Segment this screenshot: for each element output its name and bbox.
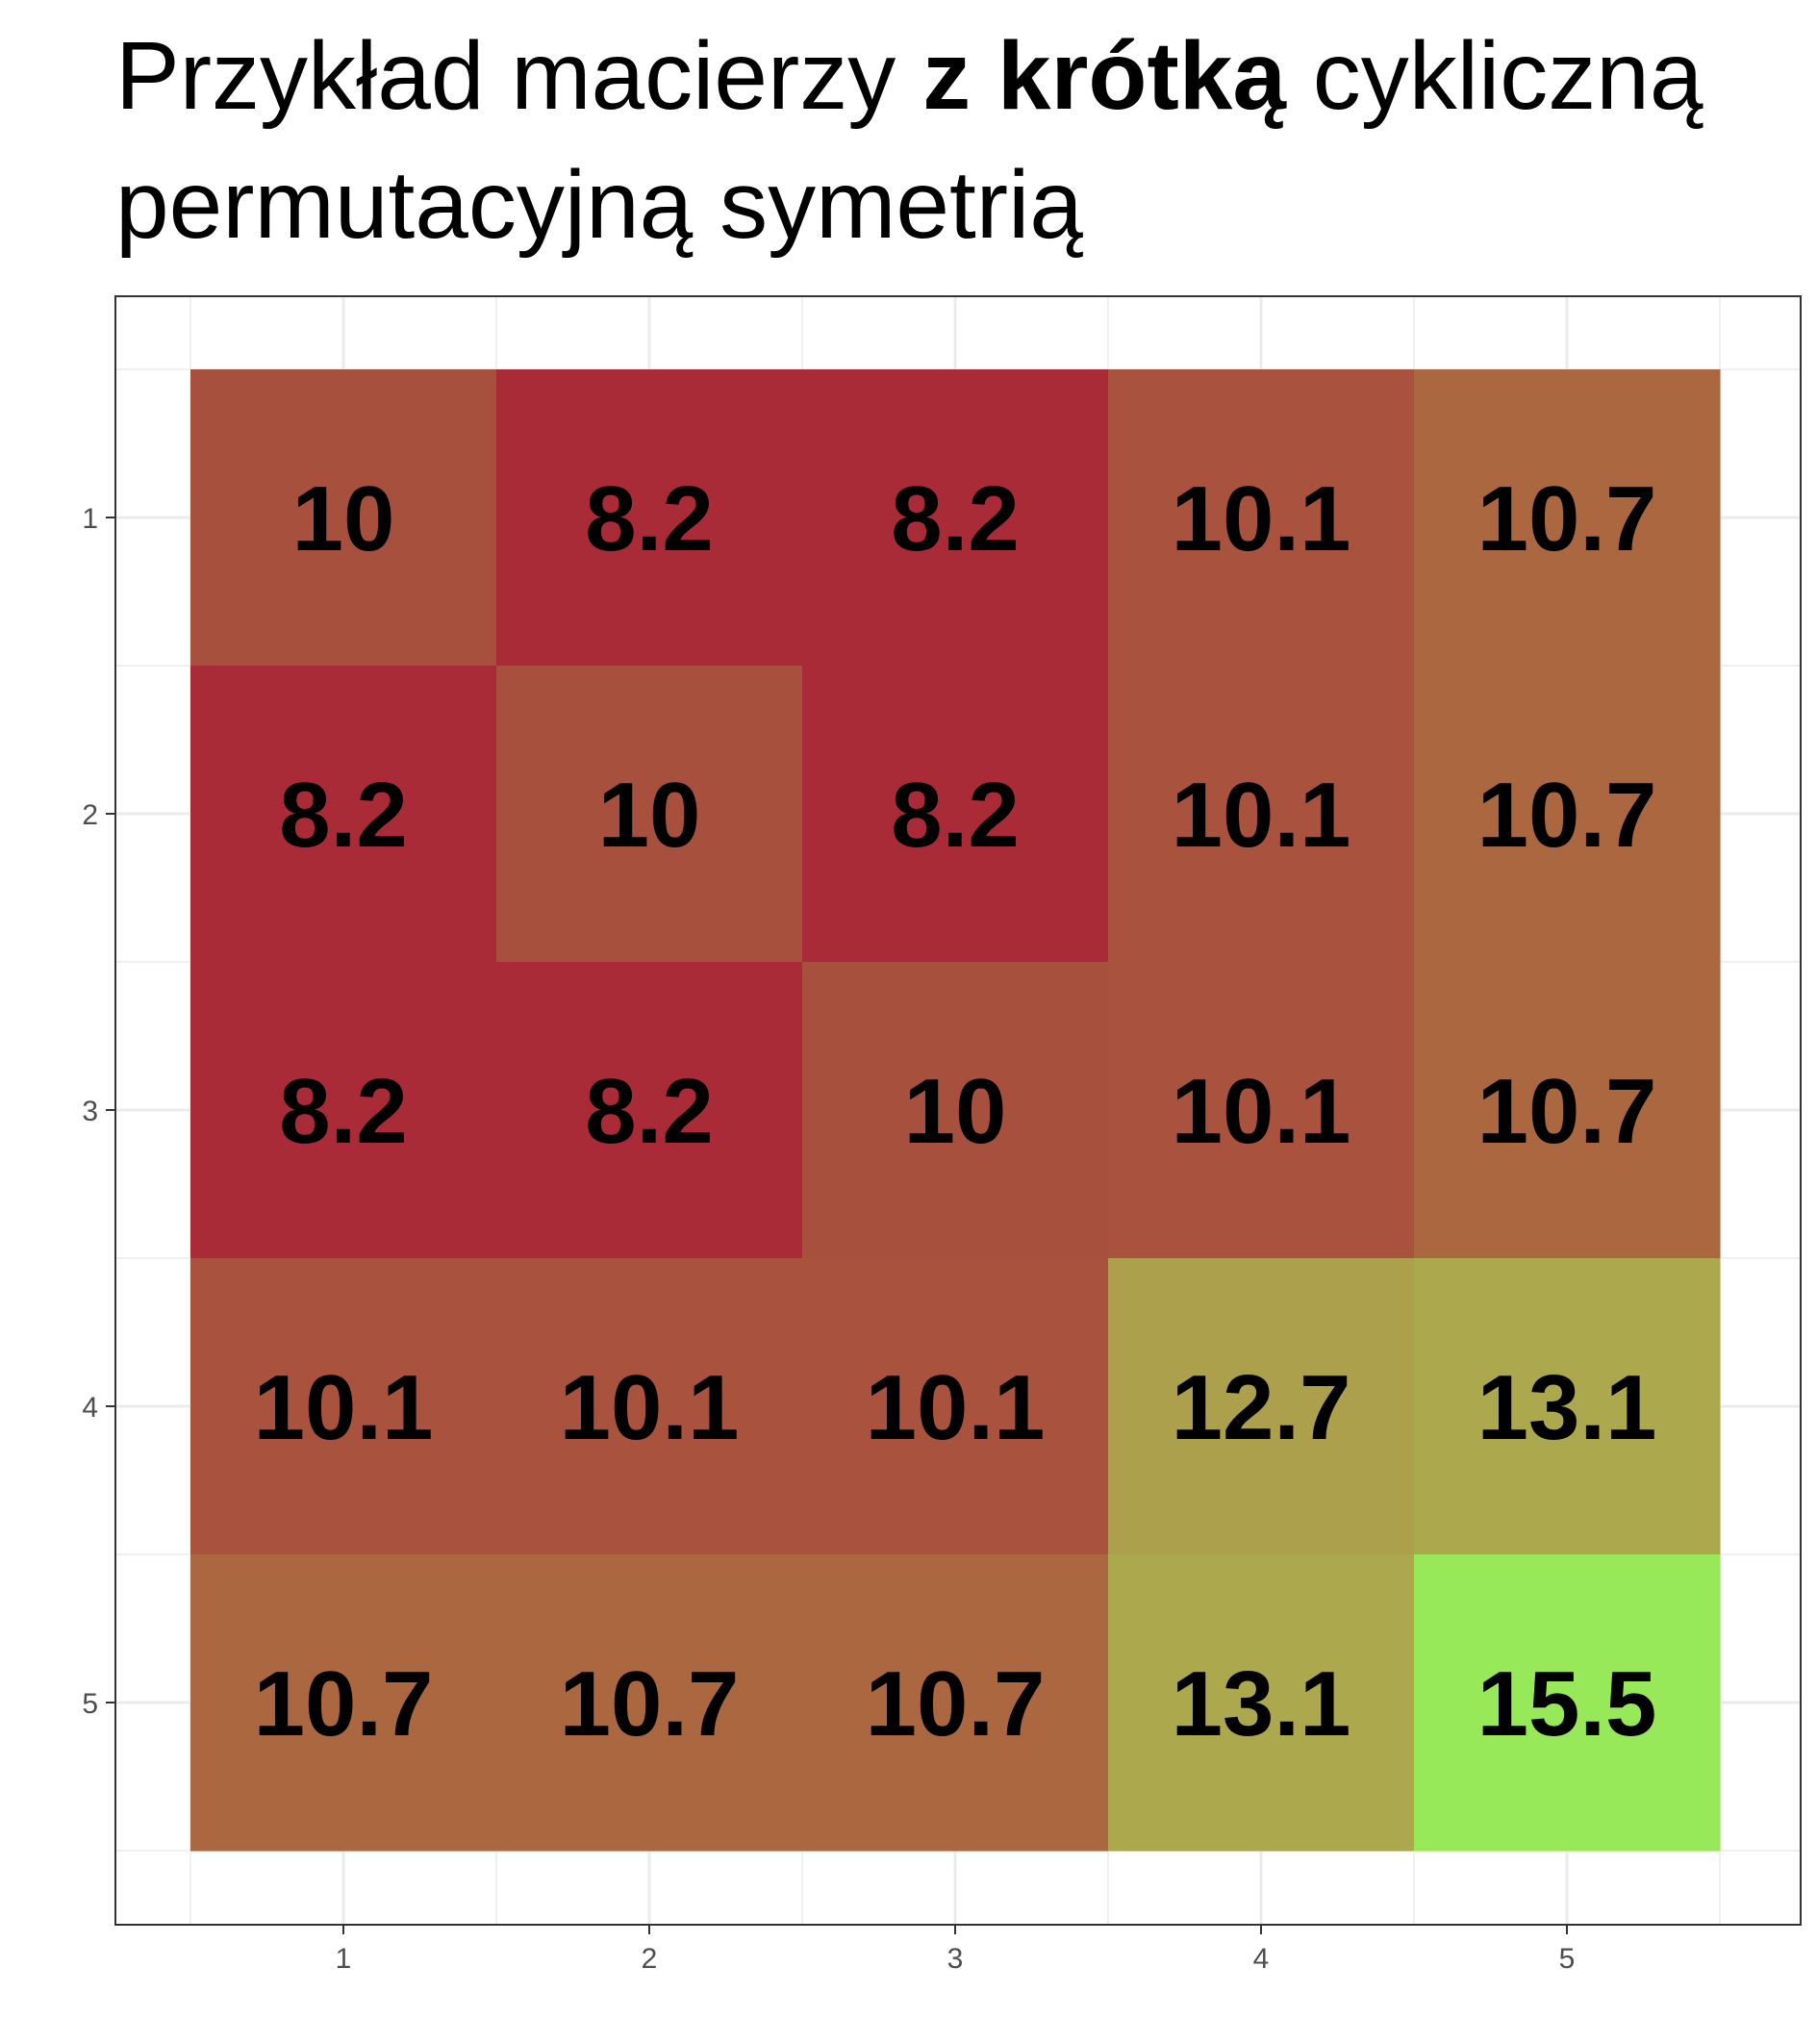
x-tick-label: 5 xyxy=(1559,1943,1576,1975)
heatmap-cell-r4-c5 xyxy=(1414,1258,1721,1555)
cell-label-r5-c4: 13.1 xyxy=(1172,1653,1351,1755)
y-axis: 1 2 3 4 5 xyxy=(82,503,115,1720)
cell-label-r3-c4: 10.1 xyxy=(1172,1060,1351,1163)
cell-label-r2-c5: 10.7 xyxy=(1477,764,1657,867)
y-tick-label: 1 xyxy=(82,503,98,535)
heatmap-cell-r5-c3 xyxy=(802,1554,1109,1852)
cell-label-r1-c3: 8.2 xyxy=(891,467,1019,570)
heatmap-cell-r3-c4 xyxy=(1108,962,1415,1259)
y-tick-label: 4 xyxy=(82,1392,98,1424)
cell-label-r3-c2: 8.2 xyxy=(585,1060,713,1163)
cell-label-r3-c5: 10.7 xyxy=(1477,1060,1657,1163)
chart-title-part-2: cykliczną permutacyjną symetrią xyxy=(115,22,1703,259)
chart-title-part-1: Przykład macierzy xyxy=(115,22,923,130)
cell-label-r4-c5: 13.1 xyxy=(1477,1356,1657,1459)
heatmap-cell-r4-c3 xyxy=(802,1258,1109,1555)
x-tick-label: 3 xyxy=(947,1943,964,1975)
heatmap-cell-r1-c2 xyxy=(496,369,803,667)
heatmap-cell-r3-c1 xyxy=(190,962,497,1259)
cell-label-r2-c1: 8.2 xyxy=(279,764,407,867)
cell-label-r5-c5: 15.5 xyxy=(1477,1653,1657,1755)
cell-label-r1-c2: 8.2 xyxy=(585,467,713,570)
cell-label-r4-c1: 10.1 xyxy=(254,1356,434,1459)
heatmap-cell-r3-c3 xyxy=(802,962,1109,1259)
heatmap-cell-r1-c5 xyxy=(1414,369,1721,667)
heatmap-cell-r2-c3 xyxy=(802,666,1109,963)
cell-label-r3-c3: 10 xyxy=(904,1060,1007,1163)
heatmap-cells xyxy=(190,369,1721,1852)
chart-title: Przykład macierzy z krótką cykliczną per… xyxy=(115,12,1808,269)
y-tick-label: 5 xyxy=(82,1688,98,1720)
cell-value-labels: 10 8.2 8.2 10.1 10.7 8.2 10 8.2 10.1 10.7 8.2 8.2 10… xyxy=(254,467,1657,1755)
cell-label-r3-c1: 8.2 xyxy=(279,1060,407,1163)
cell-label-r2-c2: 10 xyxy=(598,764,701,867)
cell-label-r2-c4: 10.1 xyxy=(1172,764,1351,867)
heatmap-cell-r3-c2 xyxy=(496,962,803,1259)
y-tick-label: 3 xyxy=(82,1096,98,1127)
cell-label-r4-c3: 10.1 xyxy=(866,1356,1046,1459)
cell-label-r1-c4: 10.1 xyxy=(1172,467,1351,570)
y-tick-label: 2 xyxy=(82,799,98,831)
heatmap-cell-r3-c5 xyxy=(1414,962,1721,1259)
heatmap-cell-r1-c1 xyxy=(190,369,497,667)
heatmap-cell-r2-c2 xyxy=(496,666,803,963)
heatmap-cell-r4-c2 xyxy=(496,1258,803,1555)
cell-label-r2-c3: 8.2 xyxy=(891,764,1019,867)
cell-label-r5-c3: 10.7 xyxy=(866,1653,1046,1755)
cell-label-r1-c5: 10.7 xyxy=(1477,467,1657,570)
cell-label-r5-c2: 10.7 xyxy=(560,1653,740,1755)
chart-title-part-bold: z krótką xyxy=(922,22,1286,130)
heatmap-cell-r1-c3 xyxy=(802,369,1109,667)
cell-label-r1-c1: 10 xyxy=(292,467,395,570)
heatmap-cell-r5-c4 xyxy=(1108,1554,1415,1852)
heatmap-cell-r4-c1 xyxy=(190,1258,497,1555)
heatmap-cell-r5-c5 xyxy=(1414,1554,1721,1852)
heatmap-cell-r5-c1 xyxy=(190,1554,497,1852)
x-tick-label: 4 xyxy=(1253,1943,1270,1975)
heatmap-cell-r2-c4 xyxy=(1108,666,1415,963)
x-axis: 1 2 3 4 5 xyxy=(336,1925,1576,1975)
cell-label-r4-c2: 10.1 xyxy=(560,1356,740,1459)
x-tick-label: 1 xyxy=(336,1943,352,1975)
heatmap-cell-r1-c4 xyxy=(1108,369,1415,667)
heatmap-cell-r4-c4 xyxy=(1108,1258,1415,1555)
cell-label-r4-c4: 12.7 xyxy=(1172,1356,1351,1459)
x-tick-label: 2 xyxy=(642,1943,658,1975)
heatmap-cell-r2-c5 xyxy=(1414,666,1721,963)
cell-label-r5-c1: 10.7 xyxy=(254,1653,434,1755)
heatmap-cell-r2-c1 xyxy=(190,666,497,963)
heatmap-cell-r5-c2 xyxy=(496,1554,803,1852)
